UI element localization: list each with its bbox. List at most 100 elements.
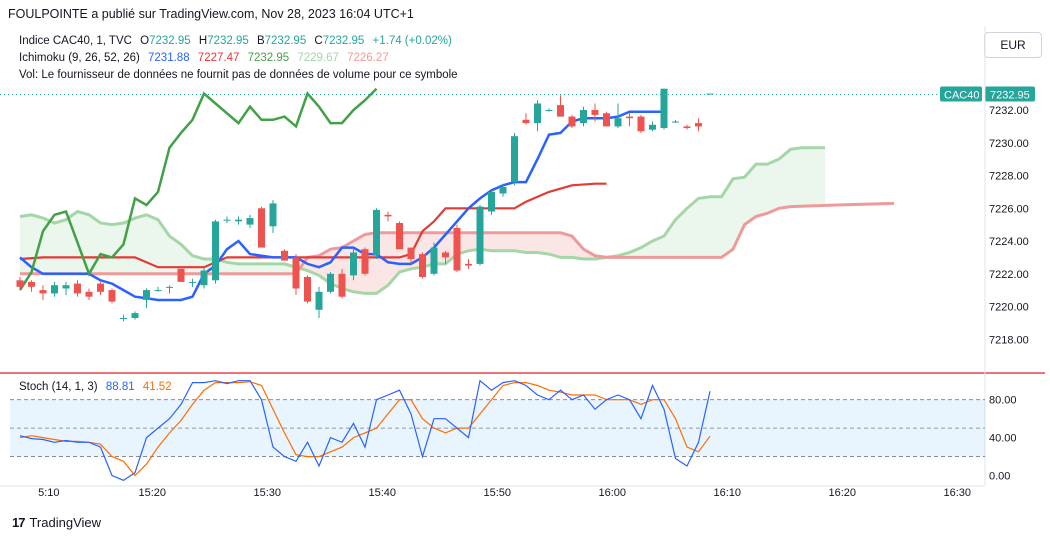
last-price-tag-box — [985, 86, 1035, 102]
candle-body — [396, 223, 403, 250]
stoch-axis-tick-label: 0.00 — [989, 471, 1010, 483]
candle-body — [235, 219, 242, 222]
high-value: 7232.95 — [207, 35, 249, 47]
close-value: 7232.95 — [322, 35, 365, 47]
candle-body — [603, 113, 610, 127]
candle-body — [327, 273, 334, 292]
candle-body — [511, 136, 518, 182]
symbol-name: Indice CAC40, 1, TVC — [19, 35, 132, 47]
low-value: 7232.95 — [264, 35, 307, 47]
candle-body — [522, 119, 530, 124]
candle-body — [557, 105, 564, 117]
candle-body — [292, 257, 300, 289]
ichimoku-legend: Ichimoku (9, 26, 52, 26) 7231.88 7227.47… — [19, 52, 389, 64]
symbol-tag-label: CAC40 — [944, 89, 979, 101]
low-label: B — [256, 35, 265, 47]
candle-body — [16, 280, 24, 287]
candle-body — [430, 247, 438, 274]
candle-body — [488, 191, 495, 212]
candle-body — [131, 313, 139, 318]
price-axis-tick-label: 7230.00 — [989, 138, 1029, 150]
time-axis-tick-label: 16:20 — [829, 487, 857, 499]
time-axis-tick-label: 15:30 — [254, 487, 282, 499]
candle-body — [361, 249, 369, 274]
kumo-cloud-segment — [603, 147, 825, 258]
candle-body — [453, 227, 461, 271]
candle-body — [672, 121, 679, 123]
candle-body — [28, 281, 35, 287]
candle-body — [246, 218, 254, 225]
candle-body — [74, 283, 81, 294]
time-axis-tick-label: 16:30 — [944, 487, 972, 499]
candle-body — [223, 219, 231, 221]
candle-body — [120, 318, 127, 319]
price-axis-tick-label: 7228.00 — [989, 171, 1029, 183]
candle-body — [350, 252, 357, 276]
ichimoku-lagging-value: 7232.95 — [247, 52, 290, 64]
stoch-k-value: 88.81 — [105, 381, 135, 393]
candle-body — [304, 277, 311, 302]
close-label: C — [314, 35, 323, 47]
candle-body — [62, 285, 70, 289]
candle-body — [580, 110, 587, 124]
candle-body — [166, 286, 173, 288]
stoch-label: Stoch (14, 1, 3) — [19, 381, 98, 393]
ichimoku-conversion-value: 7231.88 — [148, 52, 190, 64]
time-axis-tick-label: 16:00 — [599, 487, 627, 499]
ichimoku-span-b-value: 7226.27 — [347, 52, 389, 64]
ichimoku-base-value: 7227.47 — [197, 52, 240, 64]
candle-body — [465, 263, 472, 266]
candle-body — [499, 187, 507, 194]
candle-body — [315, 291, 323, 310]
candle-body — [384, 214, 392, 217]
open-value: 7232.95 — [149, 35, 191, 47]
time-axis-tick-label: 15:50 — [484, 487, 512, 499]
currency-selector[interactable]: EUR — [984, 32, 1042, 58]
stoch-axis-tick-label: 40.00 — [989, 433, 1017, 445]
candle-body — [97, 283, 104, 292]
time-axis-tick-label: 16:10 — [714, 487, 742, 499]
candle-body — [637, 116, 645, 132]
price-axis-tick-label: 7218.00 — [989, 334, 1029, 346]
last-price-tag-label: 7232.95 — [990, 89, 1030, 101]
candle-body — [189, 281, 196, 283]
candle-body — [706, 93, 714, 95]
candle-body — [200, 270, 208, 286]
candle-body — [108, 290, 116, 302]
tradingview-logo-icon: 17 — [12, 515, 26, 530]
lagging-span-line — [18, 87, 378, 291]
base-line — [19, 182, 607, 269]
candle-body — [626, 116, 633, 119]
candle-body — [269, 203, 277, 227]
ichimoku-label: Ichimoku (9, 26, 52, 26) — [19, 52, 140, 64]
candle-body — [649, 124, 656, 130]
ichimoku-span-a-value: 7229.67 — [297, 52, 339, 64]
candle-body — [281, 250, 288, 261]
stoch-axis-tick-label: 80.00 — [989, 395, 1017, 407]
candle-body — [442, 252, 449, 258]
candle-body — [85, 291, 93, 297]
senkou-span-b-line — [20, 201, 895, 276]
price-axis-tick-label: 7226.00 — [989, 203, 1029, 215]
candle-body — [476, 206, 484, 264]
footer-brand: TradingView — [29, 515, 102, 530]
candle-body — [212, 221, 219, 281]
candle-body — [39, 290, 47, 294]
symbol-tag-box — [940, 86, 982, 102]
candle-body — [683, 126, 691, 128]
price-axis-tick-label: 7224.00 — [989, 236, 1029, 248]
conversion-line — [19, 110, 664, 302]
candle-body — [177, 268, 185, 282]
stoch-k-line — [19, 379, 711, 481]
price-axis-tick-label: 7222.00 — [989, 269, 1029, 281]
candle-body — [51, 285, 58, 294]
candle-body — [407, 247, 415, 260]
candle-body — [695, 123, 702, 127]
candle-body — [419, 254, 426, 277]
candle-body — [338, 273, 346, 297]
volume-note: Vol: Le fournisseur de données ne fourni… — [19, 69, 458, 81]
candle-body — [568, 116, 576, 127]
time-axis-tick-label: 5:10 — [38, 487, 59, 499]
stoch-d-value: 41.52 — [142, 381, 172, 393]
